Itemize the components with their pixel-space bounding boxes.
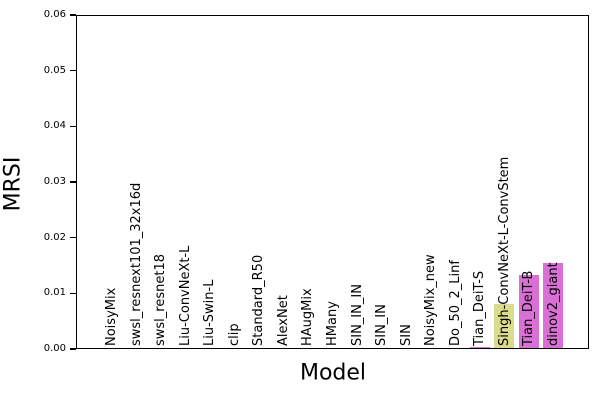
x-tick-label-Tian_DeiT-S: Tian_DeiT-S: [472, 270, 488, 346]
x-tick-label-HMany: HMany: [325, 301, 340, 346]
x-tick-label-Liu-Swin-L: Liu-Swin-L: [202, 279, 218, 346]
y-tick-label: 0.01: [43, 287, 66, 299]
y-tick-mark: [70, 70, 76, 72]
x-axis-label: Model: [299, 360, 367, 386]
y-tick-mark: [70, 181, 76, 183]
x-tick-label-SIN_IN_IN: SIN_IN_IN: [349, 284, 365, 346]
y-tick-label: 0.06: [43, 9, 66, 20]
x-tick-label-HAugMix: HAugMix: [300, 288, 316, 346]
x-tick-label-NoisyMix_new: NoisyMix_new: [423, 254, 439, 346]
x-tick-label-NoisyMix: NoisyMix: [104, 287, 120, 346]
y-tick-label: 0.00: [43, 343, 66, 354]
x-tick-label-SIN_IN: SIN_IN: [374, 304, 390, 346]
bar-dinov2_giant: [543, 262, 564, 349]
y-tick-label: 0.02: [43, 231, 66, 243]
x-tick-label-Tian_DeiT-B: Tian_DeiT-B: [521, 270, 537, 346]
x-tick-label-AlexNet: AlexNet: [275, 295, 291, 346]
x-tick-label-Do_50_2_Linf: Do_50_2_Linf: [447, 260, 463, 346]
bar-Singh-ConvNeXt-L-ConvStem: [494, 304, 515, 349]
y-tick-label: 0.04: [43, 120, 66, 132]
x-tick-label-Singh-ConvNeXt-L-ConvStem: Singh-ConvNeXt-L-ConvStem: [496, 156, 512, 346]
x-tick-label-swsl_resnext101_32x16d: swsl_resnext101_32x16d: [128, 182, 144, 346]
x-tick-label-SIN: SIN: [398, 324, 414, 346]
bar-Tian_DeiT-B: [518, 274, 539, 349]
y-tick-mark: [70, 14, 76, 16]
x-tick-label-clip: clip: [226, 323, 242, 346]
y-tick-mark: [70, 125, 76, 127]
y-tick-label: 0.05: [43, 64, 66, 76]
x-tick-label-dinov2_giant: dinov2_giant: [545, 262, 561, 346]
y-tick-mark: [70, 348, 76, 350]
x-tick-label-Standard_R50: Standard_R50: [251, 254, 267, 346]
x-tick-label-Liu-ConvNeXt-L: Liu-ConvNeXt-L: [177, 245, 193, 346]
y-tick-label: 0.03: [43, 176, 66, 187]
y-tick-mark: [70, 292, 76, 294]
x-tick-label-swsl_resnet18: swsl_resnet18: [153, 254, 169, 346]
bar-Tian_DeiT-S: [469, 346, 490, 349]
y-tick-mark: [70, 237, 76, 239]
plot-area: NoisyMix swsl_resnext101_32x16d swsl_resne…: [76, 15, 589, 349]
